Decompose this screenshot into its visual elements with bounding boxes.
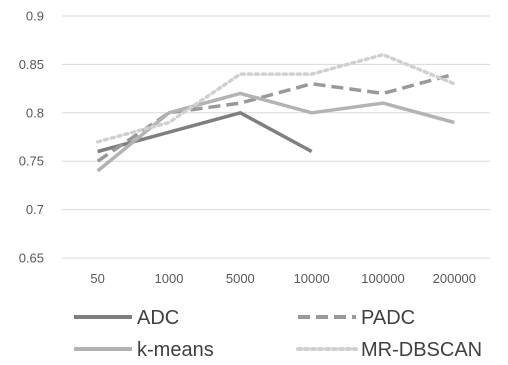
legend-label: MR-DBSCAN [361, 339, 482, 361]
y-axis-tick-labels: 0.65 0.7 0.75 0.8 0.85 0.9 [19, 9, 44, 266]
x-axis-tick-labels: 50 1000 5000 10000 100000 200000 [90, 271, 476, 286]
legend-label: k-means [137, 339, 214, 361]
legend-label: ADC [137, 307, 179, 329]
series-k-means [96, 91, 455, 173]
y-tick-label: 0.85 [19, 57, 44, 72]
legend-item-mr-dbscan: MR-DBSCAN [296, 339, 482, 361]
y-tick-label: 0.65 [19, 251, 44, 266]
x-tick-label: 200000 [433, 271, 476, 286]
series-line-k-means [96, 91, 455, 173]
x-tick-label: 10000 [294, 271, 330, 286]
series-line-mr-dbscan [95, 52, 457, 144]
legend-item-adc: ADC [74, 307, 179, 329]
y-tick-label: 0.8 [26, 105, 44, 120]
gridlines [62, 15, 490, 259]
series-lines [95, 52, 457, 173]
y-tick-label: 0.75 [19, 154, 44, 169]
series-mr-dbscan [95, 52, 457, 144]
series-line-padc [96, 72, 455, 163]
legend-item-k-means: k-means [74, 339, 214, 361]
x-tick-label: 1000 [155, 271, 184, 286]
y-tick-label: 0.9 [26, 9, 44, 24]
x-tick-label: 50 [90, 271, 104, 286]
series-padc [96, 72, 455, 163]
legend: ADC PADC k-means MR-DBSCAN [74, 307, 482, 361]
y-tick-label: 0.7 [26, 202, 44, 217]
legend-label: PADC [361, 307, 415, 329]
x-tick-label: 100000 [361, 271, 404, 286]
legend-item-padc: PADC [298, 307, 415, 329]
x-tick-label: 5000 [226, 271, 255, 286]
